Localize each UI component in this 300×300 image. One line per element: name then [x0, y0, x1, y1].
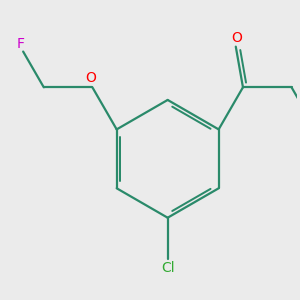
Text: O: O: [85, 71, 96, 85]
Text: O: O: [232, 32, 242, 45]
Text: Cl: Cl: [161, 261, 175, 275]
Text: F: F: [16, 37, 24, 51]
